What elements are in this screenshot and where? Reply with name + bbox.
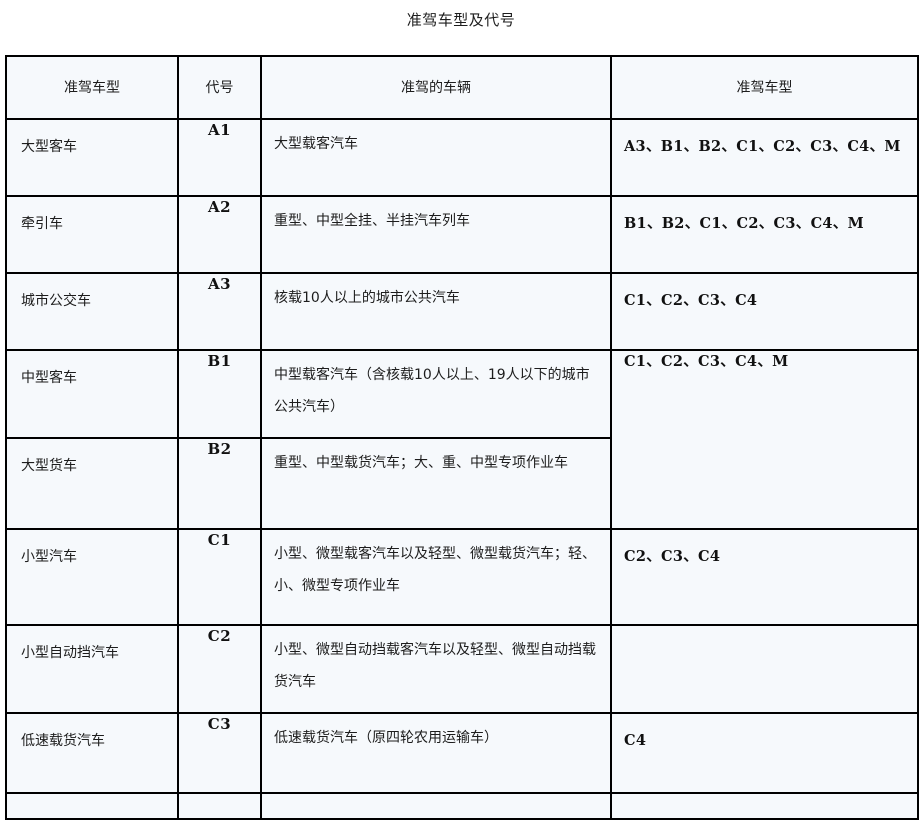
table-row: 中型客车 B1 中型载客汽车（含核载10人以上、19人以下的城市公共汽车） C1… (5, 349, 919, 530)
allowed-types-label (613, 627, 916, 642)
cell-vehicle: 重型、中型载货汽车；大、重、中型专项作业车 (260, 437, 612, 530)
cell-type: 小型自动挡汽车 (5, 624, 179, 714)
table-row-partial (5, 792, 919, 820)
column-header-type: 准驾车型 (5, 55, 179, 120)
cell-vehicle: 小型、微型自动挡载客汽车以及轻型、微型自动挡载货汽车 (260, 624, 612, 714)
cell-type: 大型货车 (5, 437, 179, 530)
table-row: 大型货车 B2 重型、中型载货汽车；大、重、中型专项作业车 (5, 437, 918, 530)
cell-vehicle: 低速载货汽车（原四轮农用运输车） (260, 712, 612, 794)
vehicle-type-label: 小型汽车 (21, 549, 77, 565)
cell-code: C2 (177, 624, 262, 714)
permitted-vehicle-label: 大型载客汽车 (274, 136, 358, 152)
cell-code: A1 (177, 118, 262, 197)
cell-type (5, 792, 179, 820)
column-header-code: 代号 (177, 55, 262, 120)
cell-vehicle: 核载10人以上的城市公共汽车 (260, 272, 612, 351)
vehicle-code-label: A1 (207, 121, 232, 139)
cell-allowed: B1、B2、C1、C2、C3、C4、M (610, 195, 919, 274)
vehicle-type-label: 低速载货汽车 (21, 733, 105, 749)
cell-allowed (610, 792, 919, 820)
permitted-vehicle-label: 低速载货汽车（原四轮农用运输车） (274, 730, 498, 746)
allowed-types-label: C1、C2、C3、C4、M (624, 353, 789, 370)
vehicle-code-label: A3 (207, 275, 232, 293)
allowed-types-label: C4 (624, 732, 647, 749)
permitted-vehicle-label: 中型载客汽车（含核载10人以上、19人以下的城市公共汽车） (274, 367, 590, 415)
cell-allowed: C4 (610, 712, 919, 794)
cell-allowed: A3、B1、B2、C1、C2、C3、C4、M (610, 118, 919, 197)
cell-code: A2 (177, 195, 262, 274)
allowed-types-label: C2、C3、C4 (624, 548, 721, 565)
column-header-type-label: 准驾车型 (64, 79, 120, 96)
allowed-types-label: A3、B1、B2、C1、C2、C3、C4、M (624, 138, 901, 155)
table-row: 大型客车 A1 大型载客汽车 A3、B1、B2、C1、C2、C3、C4、M (5, 118, 919, 197)
cell-code: B2 (177, 437, 262, 530)
table-row: 低速载货汽车 C3 低速载货汽车（原四轮农用运输车） C4 (5, 712, 919, 794)
document-page: 准驾车型及代号 准驾车型 代号 准驾的车辆 (5, 11, 919, 820)
cell-vehicle: 小型、微型载客汽车以及轻型、微型载货汽车；轻、小、微型专项作业车 (260, 528, 612, 626)
cell-vehicle: 中型载客汽车（含核载10人以上、19人以下的城市公共汽车） (260, 349, 612, 439)
cell-vehicle: 大型载客汽车 (260, 118, 612, 197)
license-table-container: 准驾车型 代号 准驾的车辆 准驾车型 大型客车 (5, 55, 919, 820)
license-table: 准驾车型 代号 准驾的车辆 准驾车型 大型客车 (5, 55, 919, 820)
column-header-code-label: 代号 (205, 79, 234, 96)
vehicle-code-label: C2 (207, 627, 232, 645)
permitted-vehicle-label: 核载10人以上的城市公共汽车 (274, 290, 460, 306)
allowed-types-label: C1、C2、C3、C4 (624, 292, 758, 309)
vehicle-type-label: 城市公交车 (21, 293, 91, 309)
cell-allowed-merged: C1、C2、C3、C4、M (610, 349, 919, 530)
vehicle-code-label: C1 (207, 531, 232, 549)
vehicle-type-label: 大型货车 (21, 458, 77, 474)
column-header-vehicle-label: 准驾的车辆 (401, 79, 471, 96)
vehicle-type-label: 小型自动挡汽车 (21, 645, 119, 661)
cell-type: 牵引车 (5, 195, 179, 274)
table-row: 城市公交车 A3 核载10人以上的城市公共汽车 C1、C2、C3、C4 (5, 272, 919, 351)
cell-type: 低速载货汽车 (5, 712, 179, 794)
vehicle-code-label: B2 (207, 440, 232, 458)
permitted-vehicle-label: 重型、中型载货汽车；大、重、中型专项作业车 (274, 455, 568, 471)
cell-code (177, 792, 262, 820)
column-header-allowed: 准驾车型 (610, 55, 919, 120)
vehicle-code-label: A2 (207, 198, 232, 216)
cell-type: 城市公交车 (5, 272, 179, 351)
allowed-types-label: B1、B2、C1、C2、C3、C4、M (624, 215, 864, 232)
cell-allowed: C1、C2、C3、C4 (610, 272, 919, 351)
cell-type: 大型客车 (5, 118, 179, 197)
cell-allowed: C2、C3、C4 (610, 528, 919, 626)
cell-vehicle (260, 792, 612, 820)
cell-code: A3 (177, 272, 262, 351)
vehicle-type-label: 牵引车 (21, 216, 63, 232)
vehicle-type-label: 大型客车 (21, 139, 77, 155)
table-row: 牵引车 A2 重型、中型全挂、半挂汽车列车 B1、B2、C1、C2、C3、C4、… (5, 195, 919, 274)
vehicle-type-label: 中型客车 (21, 370, 77, 386)
permitted-vehicle-label: 重型、中型全挂、半挂汽车列车 (274, 213, 470, 229)
page-title: 准驾车型及代号 (406, 11, 516, 29)
table-header-row: 准驾车型 代号 准驾的车辆 准驾车型 (5, 55, 919, 120)
column-header-allowed-label: 准驾车型 (736, 79, 793, 96)
cell-type: 中型客车 (5, 349, 179, 439)
table-row: 小型汽车 C1 小型、微型载客汽车以及轻型、微型载货汽车；轻、小、微型专项作业车… (5, 528, 919, 626)
vehicle-code-label: B1 (207, 352, 232, 370)
column-header-vehicle: 准驾的车辆 (260, 55, 612, 120)
vehicle-code-label: C3 (207, 715, 232, 733)
permitted-vehicle-label: 小型、微型自动挡载客汽车以及轻型、微型自动挡载货汽车 (274, 642, 596, 690)
cell-allowed (610, 624, 919, 714)
permitted-vehicle-label: 小型、微型载客汽车以及轻型、微型载货汽车；轻、小、微型专项作业车 (274, 546, 596, 594)
cell-vehicle: 重型、中型全挂、半挂汽车列车 (260, 195, 612, 274)
cell-type: 小型汽车 (5, 528, 179, 626)
cell-code: C1 (177, 528, 262, 626)
table-row: 小型自动挡汽车 C2 小型、微型自动挡载客汽车以及轻型、微型自动挡载货汽车 (5, 624, 919, 714)
cell-code: C3 (177, 712, 262, 794)
cell-code: B1 (177, 349, 262, 439)
